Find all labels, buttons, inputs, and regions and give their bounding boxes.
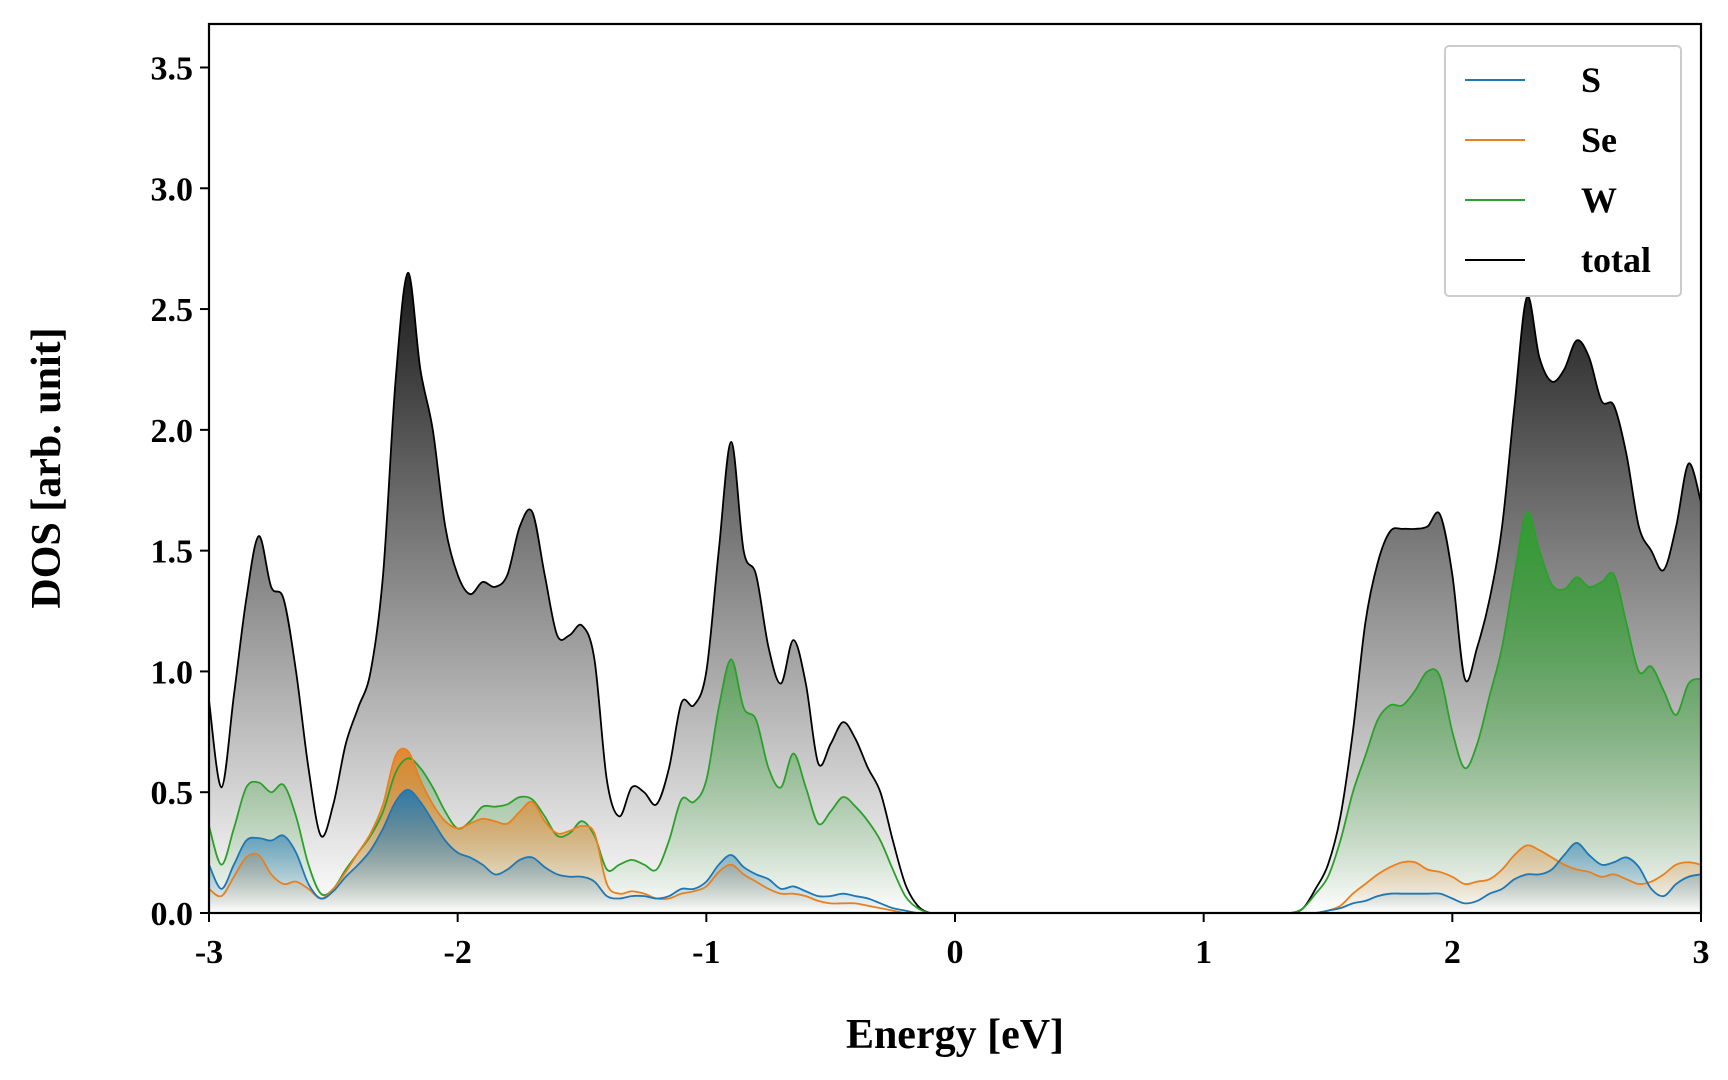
legend-label: Se (1581, 120, 1617, 160)
legend-label: W (1581, 180, 1617, 220)
series-line (209, 747, 1701, 913)
x-tick-label: 0 (947, 934, 964, 971)
x-tick-label: 1 (1195, 934, 1212, 971)
x-tick-label: 2 (1444, 934, 1461, 971)
x-tick-label: -2 (444, 934, 472, 971)
area (209, 789, 1701, 913)
legend-label: S (1581, 60, 1601, 100)
series-line (209, 788, 1701, 913)
y-axis-label: DOS [arb. unit] (24, 327, 70, 608)
y-tick-label: 3.5 (151, 50, 194, 87)
series-line (209, 271, 1701, 913)
x-tick-label: 3 (1693, 934, 1710, 971)
y-tick-label: 0.0 (151, 896, 194, 933)
y-tick-label: 1.0 (151, 654, 194, 691)
x-tick-label: -1 (692, 934, 720, 971)
area (209, 748, 1701, 913)
y-tick-label: 3.0 (151, 171, 194, 208)
legend-label: total (1581, 240, 1651, 280)
legend-box (1444, 45, 1682, 297)
area (209, 272, 1701, 913)
y-tick-label: 1.5 (151, 534, 194, 571)
x-tick-label: -3 (195, 934, 223, 971)
plot-area (209, 271, 1701, 913)
y-tick-label: 0.5 (151, 775, 194, 812)
y-tick-label: 2.5 (151, 292, 194, 329)
y-tick-label: 2.0 (151, 413, 194, 450)
x-axis-label: Energy [eV] (846, 1012, 1064, 1058)
